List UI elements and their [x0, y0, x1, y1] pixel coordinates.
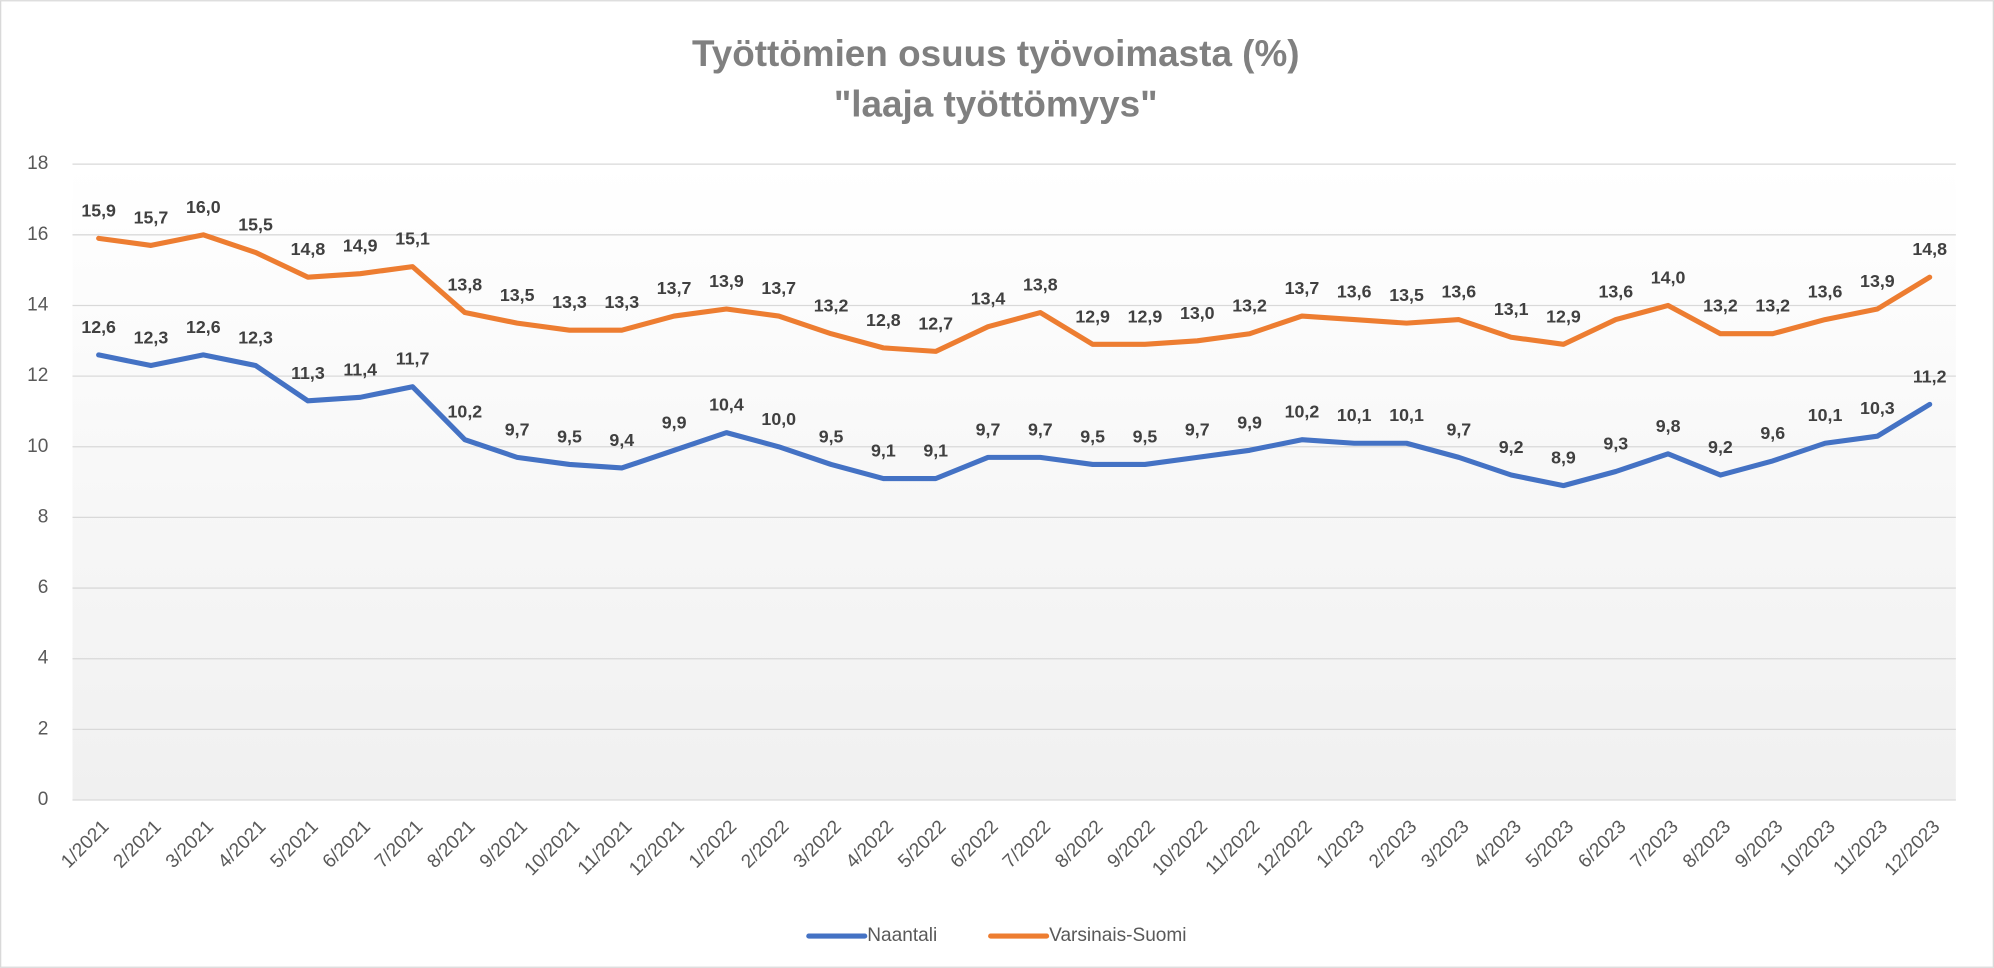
data-label: 9,5	[819, 426, 844, 446]
data-label: 10,2	[448, 402, 483, 422]
series-line	[96, 232, 1933, 354]
data-label: 15,9	[81, 200, 116, 220]
y-tick-label: 10	[27, 436, 48, 457]
data-label: 9,3	[1603, 433, 1628, 453]
data-label: 12,6	[81, 317, 116, 337]
chart-title: "laaja työttömyys"	[834, 84, 1158, 125]
data-label: 9,7	[1446, 419, 1471, 439]
data-label: 12,3	[134, 328, 169, 348]
data-label: 13,2	[1703, 296, 1738, 316]
data-label: 10,1	[1337, 405, 1372, 425]
data-label: 9,2	[1499, 437, 1524, 457]
data-label: 13,7	[1285, 278, 1320, 298]
data-label: 11,3	[291, 363, 325, 383]
chart-title: Työttömien osuus työvoimasta (%)	[692, 33, 1300, 74]
data-label: 15,1	[395, 229, 430, 249]
data-label: 13,4	[971, 289, 1006, 309]
data-label: 9,7	[976, 419, 1001, 439]
data-label: 14,8	[1912, 239, 1947, 259]
y-tick-label: 16	[27, 224, 48, 245]
data-label: 13,5	[1389, 285, 1424, 305]
y-tick-label: 6	[38, 577, 49, 598]
data-label: 12,9	[1546, 306, 1581, 326]
y-tick-label: 12	[27, 365, 48, 386]
y-tick-label: 18	[27, 153, 48, 174]
data-label: 13,7	[761, 278, 796, 298]
data-label: 13,8	[1023, 275, 1058, 295]
data-label: 10,0	[761, 409, 796, 429]
data-label: 15,5	[238, 214, 273, 234]
data-label: 10,3	[1860, 398, 1895, 418]
y-tick-label: 2	[38, 718, 49, 739]
data-label: 10,1	[1389, 405, 1424, 425]
data-label: 9,6	[1760, 423, 1785, 443]
data-label: 13,9	[709, 271, 744, 291]
data-label: 12,3	[238, 328, 273, 348]
data-label: 14,0	[1651, 267, 1686, 287]
data-label: 12,9	[1075, 306, 1110, 326]
data-label: 9,7	[1185, 419, 1210, 439]
data-label: 9,1	[871, 441, 896, 461]
series-line	[96, 352, 1933, 489]
data-label: 9,9	[1237, 412, 1262, 432]
data-label: 13,3	[604, 292, 639, 312]
data-label: 13,9	[1860, 271, 1895, 291]
data-label: 12,6	[186, 317, 221, 337]
data-label: 13,6	[1337, 282, 1372, 302]
data-label: 13,2	[814, 296, 849, 316]
y-tick-label: 8	[38, 506, 49, 527]
data-label: 8,9	[1551, 448, 1576, 468]
data-label: 9,7	[1028, 419, 1053, 439]
data-label: 13,6	[1598, 282, 1633, 302]
data-label: 13,2	[1232, 296, 1267, 316]
data-label: 11,7	[396, 349, 430, 369]
data-label: 14,9	[343, 236, 378, 256]
data-label: 13,6	[1442, 282, 1477, 302]
data-label: 15,7	[134, 207, 169, 227]
data-label: 13,8	[448, 275, 483, 295]
data-label: 10,1	[1808, 405, 1843, 425]
data-label: 9,8	[1656, 416, 1681, 436]
data-label: 13,1	[1494, 299, 1529, 319]
data-label: 9,5	[1080, 426, 1105, 446]
data-label: 13,5	[500, 285, 535, 305]
data-label: 12,8	[866, 310, 901, 330]
data-label: 9,5	[1133, 426, 1158, 446]
data-label: 9,5	[557, 426, 582, 446]
data-label: 11,2	[1913, 366, 1947, 386]
data-label: 9,1	[923, 441, 948, 461]
data-label: 12,9	[1128, 306, 1163, 326]
data-label: 9,2	[1708, 437, 1733, 457]
data-label: 9,4	[609, 430, 634, 450]
plot-area	[72, 164, 1956, 801]
data-label: 13,2	[1755, 296, 1790, 316]
data-label: 10,2	[1285, 402, 1320, 422]
data-label: 16,0	[186, 197, 221, 217]
y-tick-label: 0	[38, 789, 49, 810]
data-label: 9,9	[662, 412, 687, 432]
data-label: 13,6	[1808, 282, 1843, 302]
legend-label: Naantali	[867, 925, 937, 946]
data-label: 9,7	[505, 419, 530, 439]
y-tick-label: 14	[27, 295, 49, 316]
legend-label: Varsinais-Suomi	[1049, 925, 1186, 946]
data-label: 11,4	[343, 359, 377, 379]
data-label: 13,7	[657, 278, 692, 298]
data-label: 10,4	[709, 395, 744, 415]
y-tick-label: 4	[38, 648, 49, 669]
data-label: 12,7	[918, 313, 953, 333]
data-label: 13,3	[552, 292, 587, 312]
data-label: 13,0	[1180, 303, 1215, 323]
data-label: 14,8	[291, 239, 326, 259]
